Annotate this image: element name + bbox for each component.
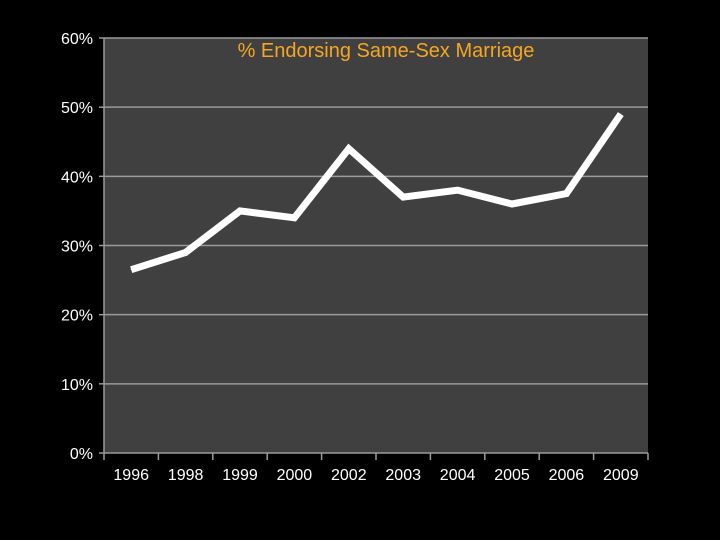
data-point-2004: [457, 189, 459, 191]
data-point-1998: [185, 251, 187, 253]
data-point-1996: [130, 269, 132, 271]
data-point-2002: [348, 148, 350, 150]
y-axis-tick-labels: 0% 10% 20% 30% 40% 50% 60%: [61, 31, 93, 463]
x-tick-label: 2004: [440, 467, 476, 484]
axes: [99, 37, 649, 460]
x-axis-tick-labels: 1996 1998 1999 2000 2002 2003 2004 2005 2006 2009: [113, 467, 638, 484]
x-tick-label: 1996: [113, 467, 149, 484]
y-tick-label: 30%: [61, 239, 93, 256]
data-point-2006: [565, 193, 567, 195]
data-point-2000: [293, 217, 295, 219]
x-tick-label: 2000: [277, 467, 313, 484]
data-point-2003: [402, 196, 404, 198]
x-tick-label: 2002: [331, 467, 367, 484]
series-layer: [130, 112, 624, 274]
x-tick-label: 1998: [168, 467, 204, 484]
y-tick-label: 40%: [61, 169, 93, 186]
x-tick-label: 2006: [549, 467, 585, 484]
x-tick-label: 1999: [222, 467, 258, 484]
x-tick-label: 2003: [385, 467, 421, 484]
y-tick-label: 0%: [70, 446, 93, 463]
x-tick-label: 2005: [494, 467, 530, 484]
y-tick-label: 10%: [61, 377, 93, 394]
y-tick-label: 60%: [61, 31, 93, 48]
series-line: [130, 112, 624, 274]
x-tick-label: 2009: [603, 467, 639, 484]
chart-title: % Endorsing Same-Sex Marriage: [238, 40, 535, 62]
y-tick-label: 50%: [61, 100, 93, 117]
data-point-1999: [239, 210, 241, 212]
data-point-2009: [620, 113, 622, 115]
y-tick-label: 20%: [61, 308, 93, 325]
data-point-2005: [511, 203, 513, 205]
